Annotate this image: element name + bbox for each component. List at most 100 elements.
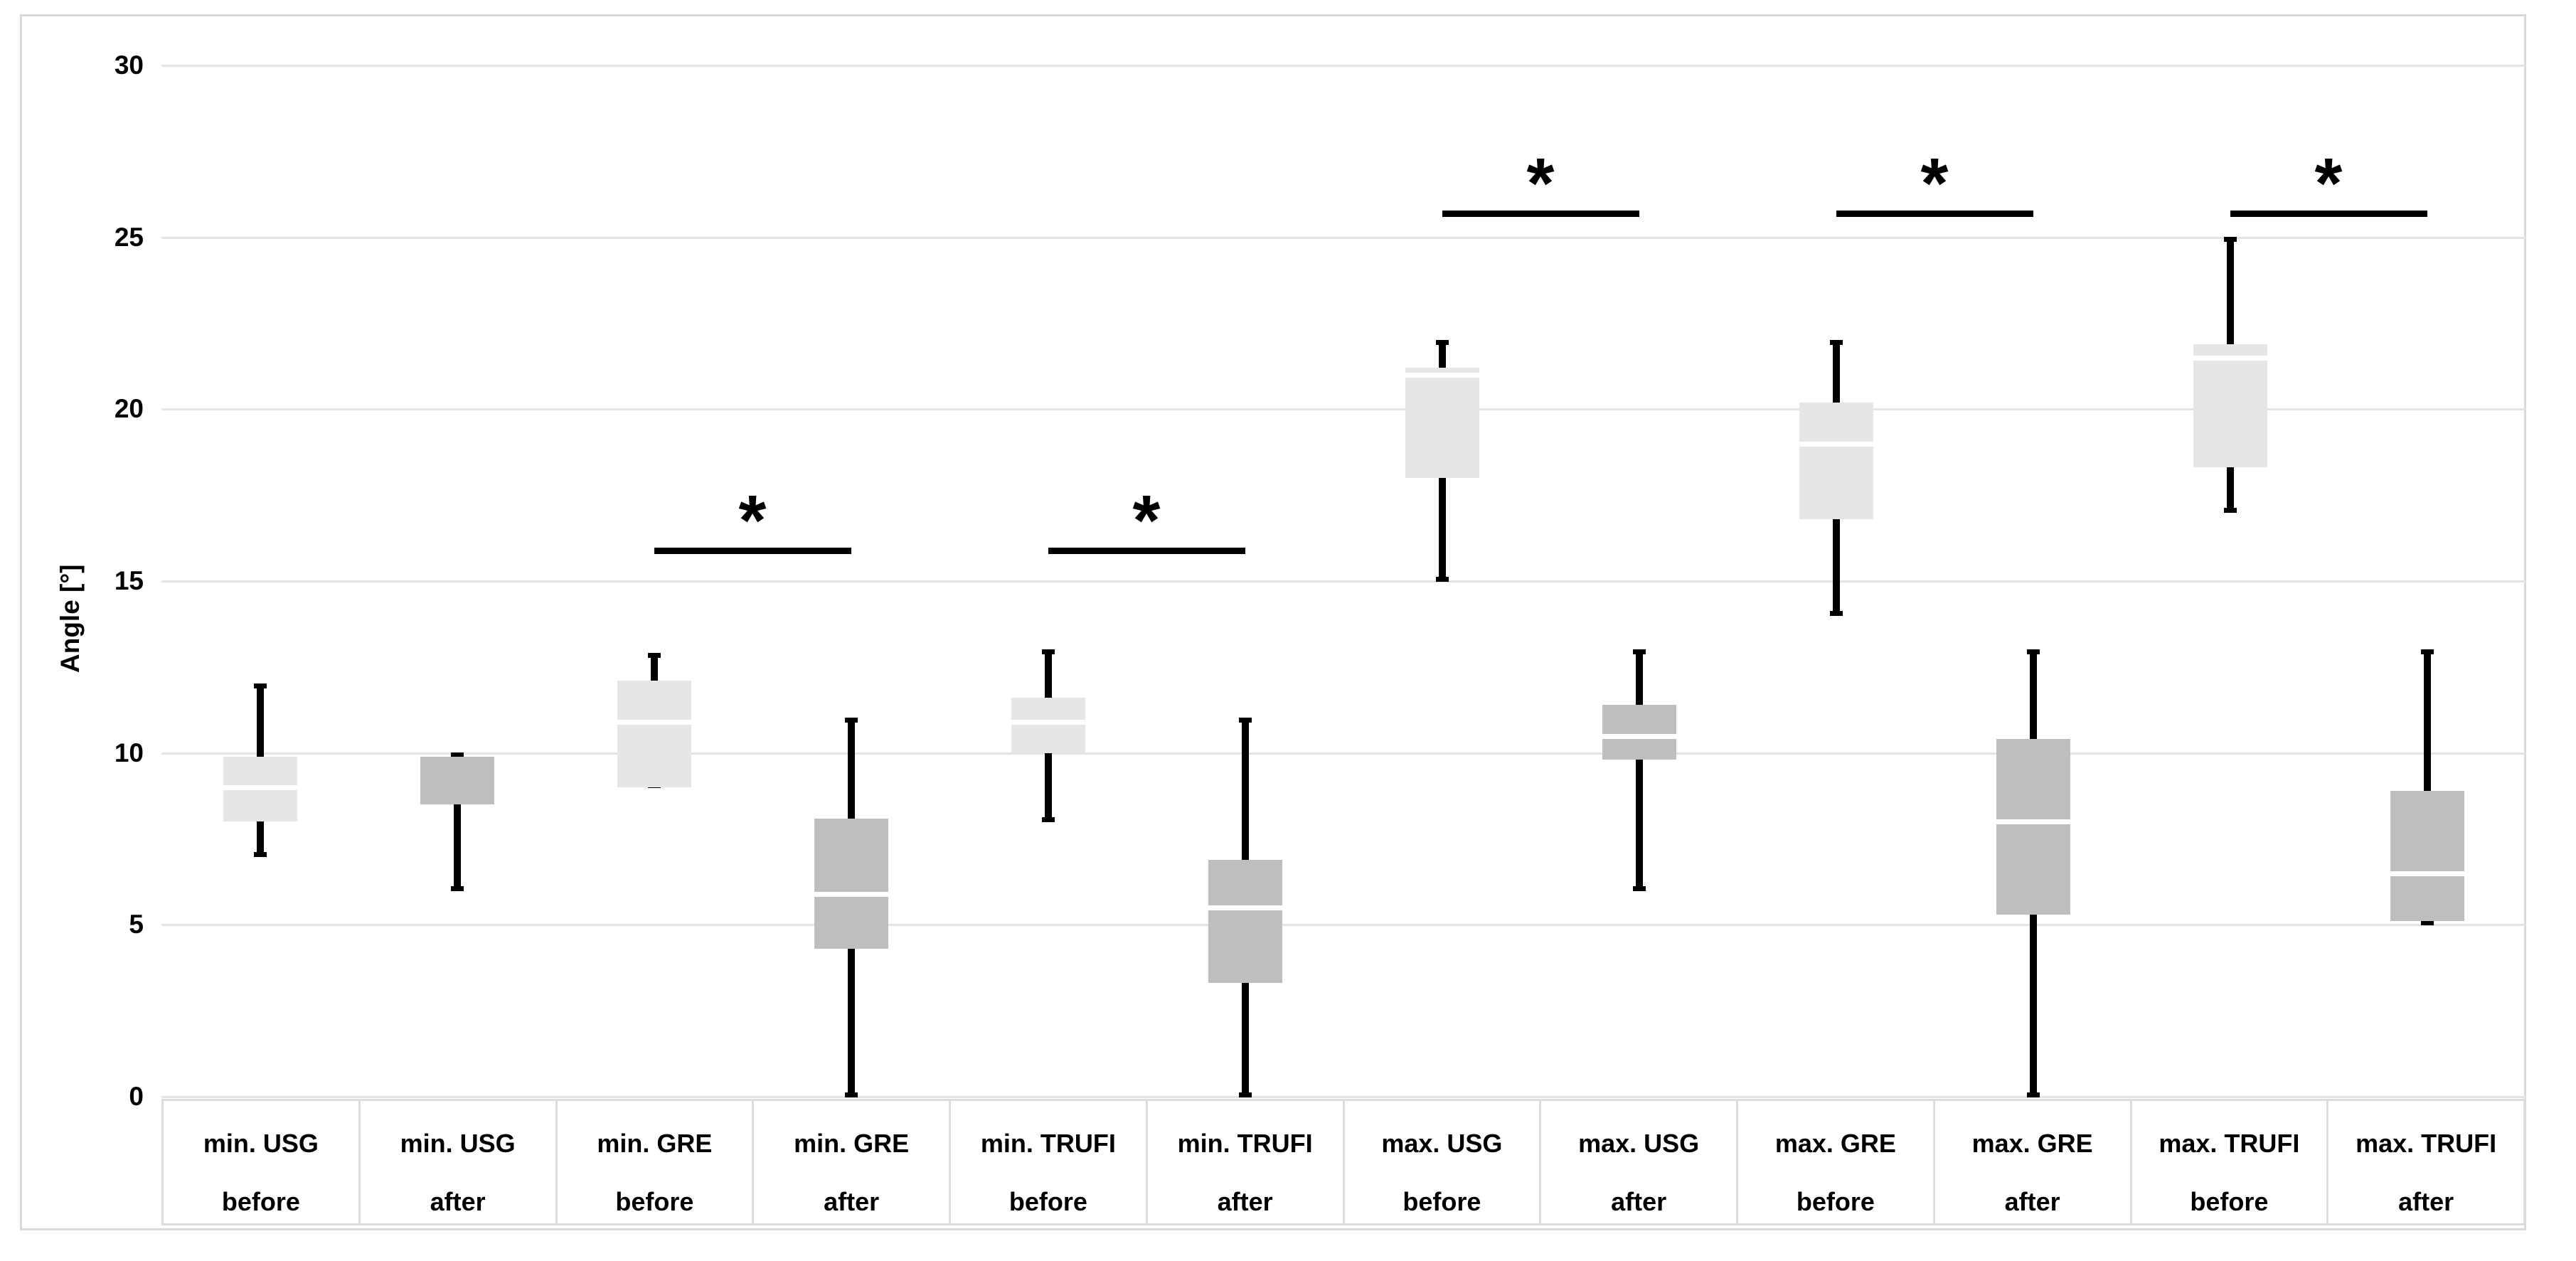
category-cell-6: max. USG before bbox=[1345, 1101, 1542, 1223]
median-line bbox=[1208, 905, 1282, 911]
category-label-phase: after bbox=[824, 1187, 880, 1216]
median-line bbox=[814, 891, 888, 897]
y-tick-label-0: 0 bbox=[129, 1082, 144, 1111]
category-label-phase: after bbox=[1611, 1187, 1667, 1216]
whisker-cap-top bbox=[1632, 649, 1646, 654]
box-iqr bbox=[420, 756, 494, 805]
category-label-phase: before bbox=[2190, 1187, 2269, 1216]
box-iqr bbox=[1602, 705, 1676, 760]
category-cell-4: min. TRUFI before bbox=[951, 1101, 1148, 1223]
whisker-cap-top bbox=[1238, 718, 1252, 723]
significance-asterisk-1: * bbox=[1132, 480, 1161, 560]
category-label-phase: after bbox=[2398, 1187, 2454, 1216]
box-iqr bbox=[1208, 859, 1282, 984]
y-tick-label-15: 15 bbox=[114, 566, 144, 595]
median-line bbox=[617, 720, 691, 725]
whisker-cap-top bbox=[844, 718, 858, 723]
gridline-20 bbox=[161, 408, 2526, 411]
category-label-modality: max. TRUFI bbox=[2356, 1129, 2497, 1158]
category-label-modality: min. GRE bbox=[794, 1129, 910, 1158]
whisker-cap-bottom bbox=[844, 1092, 858, 1097]
category-cell-7: max. USG after bbox=[1541, 1101, 1738, 1223]
category-label-modality: max. TRUFI bbox=[2159, 1129, 2300, 1158]
category-label-modality: max. GRE bbox=[1774, 1129, 1896, 1158]
y-axis-title: Angle [°] bbox=[55, 564, 85, 674]
gridline-0 bbox=[161, 1096, 2526, 1098]
whisker-cap-top bbox=[647, 652, 661, 658]
box-iqr bbox=[617, 681, 691, 787]
category-label-phase: before bbox=[1796, 1187, 1875, 1216]
category-label-phase: before bbox=[615, 1187, 694, 1216]
category-label-modality: min. TRUFI bbox=[980, 1129, 1116, 1158]
significance-bar-1 bbox=[1048, 547, 1245, 554]
whisker-cap-top bbox=[1041, 649, 1055, 654]
category-label-phase: before bbox=[221, 1187, 300, 1216]
median-line bbox=[2390, 871, 2464, 876]
significance-bar-4 bbox=[2230, 210, 2427, 217]
whisker-cap-bottom bbox=[2420, 920, 2434, 926]
y-tick-label-25: 25 bbox=[114, 222, 144, 252]
category-label-phase: after bbox=[1217, 1187, 1273, 1216]
whisker-cap-top bbox=[253, 683, 267, 688]
whisker-cap-bottom bbox=[1238, 1092, 1252, 1097]
gridline-10 bbox=[161, 752, 2526, 755]
whisker-cap-bottom bbox=[1435, 577, 1449, 582]
y-tick-label-30: 30 bbox=[114, 50, 144, 80]
whisker-cap-bottom bbox=[1041, 817, 1055, 823]
gridline-25 bbox=[161, 236, 2526, 239]
whisker-cap-top bbox=[2026, 649, 2040, 654]
whisker-cap-bottom bbox=[2223, 508, 2237, 514]
box-iqr bbox=[1011, 698, 1085, 753]
category-cell-10: max. TRUFI before bbox=[2132, 1101, 2329, 1223]
chart-outer-border bbox=[20, 14, 2526, 1230]
whisker-cap-top bbox=[1829, 339, 1843, 345]
whisker-line bbox=[2423, 649, 2431, 925]
whisker-cap-top bbox=[2420, 649, 2434, 654]
category-label-phase: after bbox=[430, 1187, 486, 1216]
significance-asterisk-0: * bbox=[738, 480, 767, 560]
box-iqr bbox=[2193, 344, 2267, 468]
category-cell-0: min. USG before bbox=[161, 1101, 361, 1223]
category-label-modality: max. USG bbox=[1578, 1129, 1700, 1158]
category-label-phase: before bbox=[1008, 1187, 1087, 1216]
significance-bar-0 bbox=[654, 547, 851, 554]
gridline-5 bbox=[161, 924, 2526, 927]
whisker-line bbox=[1635, 649, 1643, 890]
category-cell-5: min. TRUFI after bbox=[1148, 1101, 1345, 1223]
category-label-modality: min. USG bbox=[400, 1129, 516, 1158]
whisker-cap-top bbox=[1435, 339, 1449, 345]
category-cell-9: max. GRE after bbox=[1935, 1101, 2132, 1223]
whisker-cap-bottom bbox=[1829, 611, 1843, 617]
gridline-15 bbox=[161, 580, 2526, 582]
median-line bbox=[1011, 720, 1085, 725]
median-line bbox=[1996, 819, 2070, 825]
box-iqr bbox=[1996, 739, 2070, 915]
category-cell-2: min. GRE before bbox=[558, 1101, 755, 1223]
category-label-phase: before bbox=[1403, 1187, 1481, 1216]
significance-bar-2 bbox=[1442, 210, 1639, 217]
y-tick-label-5: 5 bbox=[129, 910, 144, 940]
gridline-30 bbox=[161, 65, 2526, 67]
significance-asterisk-3: * bbox=[1920, 143, 1949, 223]
whisker-cap-top bbox=[2223, 236, 2237, 242]
median-line bbox=[1799, 441, 1873, 447]
whisker-cap-top bbox=[450, 752, 464, 757]
category-cell-3: min. GRE after bbox=[754, 1101, 951, 1223]
y-tick-label-20: 20 bbox=[114, 394, 144, 424]
whisker-line bbox=[453, 752, 461, 890]
significance-bar-3 bbox=[1836, 210, 2033, 217]
category-axis-row: min. USG before min. USG after min. GRE befor… bbox=[161, 1099, 2526, 1225]
median-line bbox=[1405, 373, 1479, 378]
y-tick-label-10: 10 bbox=[114, 738, 144, 767]
median-line bbox=[223, 785, 297, 790]
category-label-modality: min. TRUFI bbox=[1177, 1129, 1313, 1158]
box-iqr bbox=[2390, 790, 2464, 922]
whisker-cap-bottom bbox=[2026, 1092, 2040, 1097]
box-iqr bbox=[1799, 402, 1873, 519]
whisker-cap-bottom bbox=[253, 851, 267, 857]
category-label-modality: max. GRE bbox=[1971, 1129, 2093, 1158]
category-cell-1: min. USG after bbox=[361, 1101, 558, 1223]
box-iqr bbox=[814, 818, 888, 949]
whisker-cap-bottom bbox=[450, 886, 464, 891]
